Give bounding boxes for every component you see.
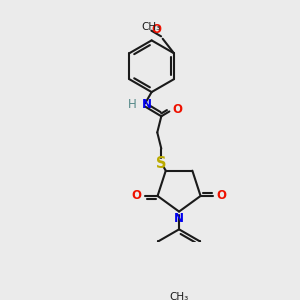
Text: CH₃: CH₃	[142, 22, 161, 32]
Text: CH₃: CH₃	[169, 292, 189, 300]
Text: N: N	[174, 212, 184, 225]
Text: O: O	[151, 23, 161, 36]
Text: H: H	[128, 98, 137, 112]
Text: O: O	[131, 189, 141, 203]
Text: O: O	[217, 189, 227, 203]
Text: O: O	[172, 103, 183, 116]
Text: S: S	[156, 156, 166, 171]
Text: N: N	[142, 98, 152, 112]
